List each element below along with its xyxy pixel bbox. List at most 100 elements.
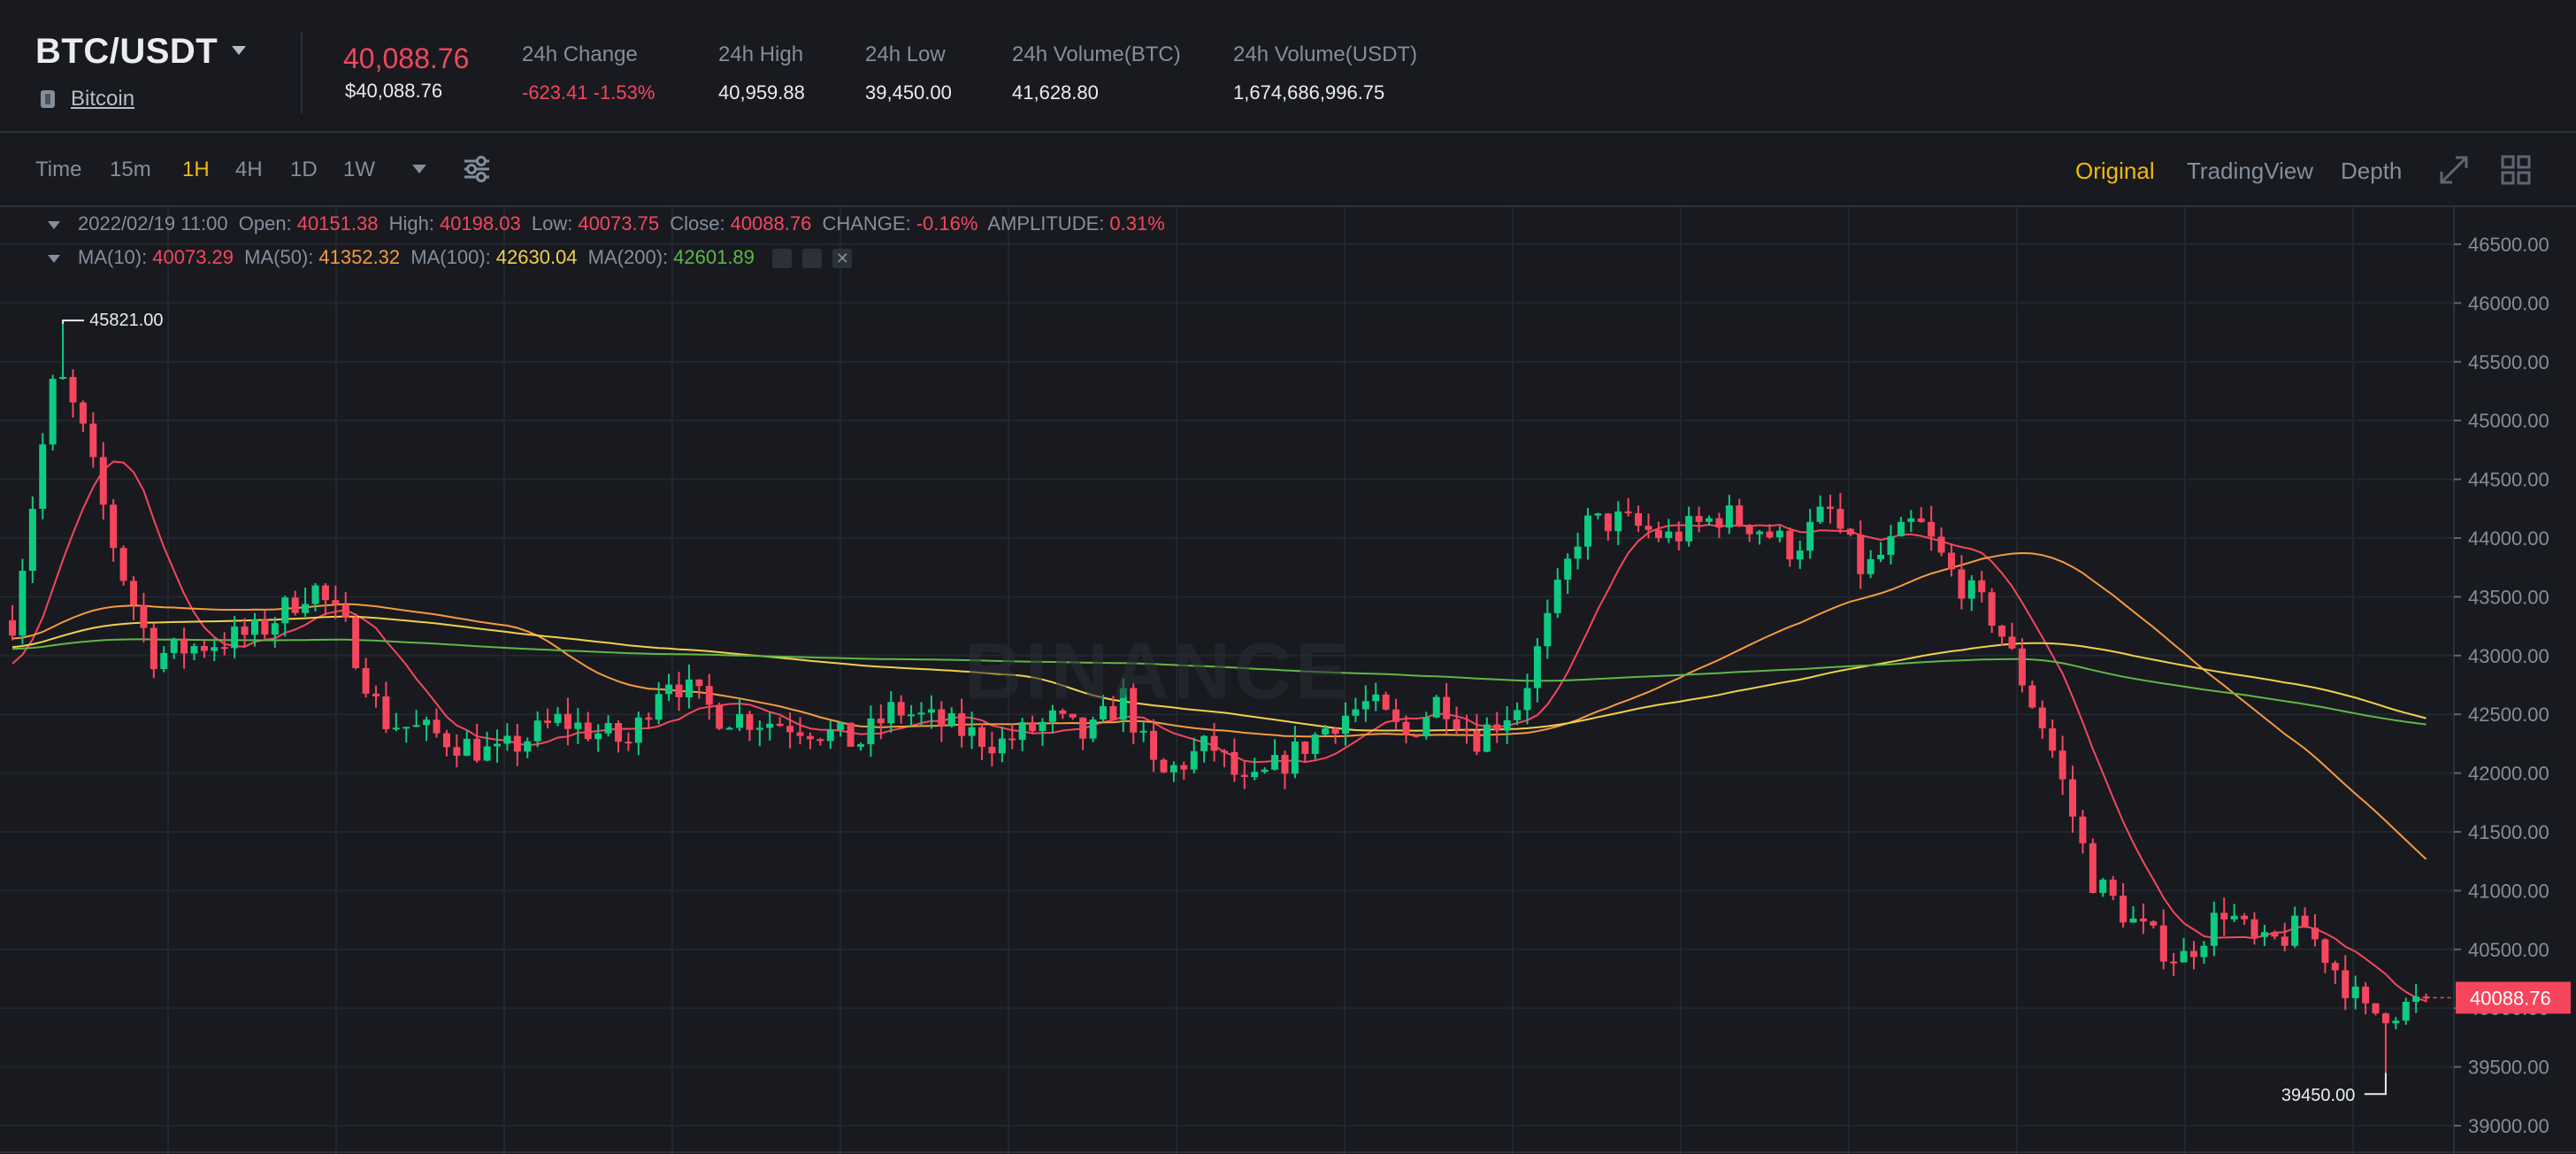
candle-body[interactable] (1453, 719, 1460, 730)
timeframe-1h[interactable]: 1H (182, 158, 210, 181)
candle-body[interactable] (1725, 505, 1733, 528)
candle-body[interactable] (79, 402, 87, 424)
candle-body[interactable] (281, 597, 289, 624)
candle-body[interactable] (786, 726, 794, 733)
candle-body[interactable] (1473, 730, 1481, 752)
candle-body[interactable] (2412, 996, 2420, 1002)
candle-body[interactable] (776, 723, 784, 727)
candle-body[interactable] (473, 738, 481, 761)
coin-name-link[interactable]: Bitcoin (71, 87, 135, 111)
timeframe-1w[interactable]: 1W (343, 158, 375, 181)
candle-body[interactable] (49, 379, 57, 445)
candle-body[interactable] (1200, 735, 1208, 751)
candle-body[interactable] (938, 709, 946, 727)
candle-body[interactable] (1958, 569, 1966, 599)
candle-body[interactable] (755, 727, 763, 730)
candle-body[interactable] (1261, 769, 1269, 773)
candle-body[interactable] (968, 727, 976, 736)
candle-body[interactable] (2291, 915, 2299, 946)
candle-body[interactable] (1008, 738, 1016, 741)
candle-body[interactable] (2392, 1020, 2400, 1024)
candle-body[interactable] (483, 746, 491, 761)
candle-body[interactable] (1574, 546, 1582, 559)
candle-body[interactable] (1230, 751, 1238, 775)
candle-body[interactable] (675, 684, 683, 697)
candle-body[interactable] (1402, 721, 1410, 735)
view-depth[interactable]: Depth (2341, 158, 2403, 184)
candle-body[interactable] (1301, 741, 1309, 754)
candle-body[interactable] (2281, 936, 2288, 946)
candle-body[interactable] (1392, 709, 1400, 722)
candle-body[interactable] (341, 604, 349, 618)
candle-body[interactable] (1281, 755, 1289, 774)
candle-body[interactable] (947, 712, 955, 727)
candle-body[interactable] (1361, 701, 1369, 710)
candle-body[interactable] (564, 713, 571, 729)
candle-body[interactable] (412, 725, 420, 727)
candle-body[interactable] (877, 718, 885, 724)
candle-body[interactable] (1846, 528, 1854, 535)
candle-body[interactable] (271, 623, 279, 635)
candle-body[interactable] (1715, 518, 1723, 528)
view-original[interactable]: Original (2075, 158, 2155, 184)
candle-body[interactable] (1271, 755, 1279, 770)
candle-body[interactable] (1139, 730, 1147, 733)
ma-visibility-icon[interactable] (772, 249, 793, 269)
candle-body[interactable] (746, 713, 754, 730)
candle-body[interactable] (170, 638, 178, 653)
candle-body[interactable] (2049, 728, 2057, 751)
timeframe-1d[interactable]: 1D (290, 158, 318, 181)
candle-body[interactable] (917, 712, 925, 715)
candle-body[interactable] (685, 679, 693, 697)
candle-body[interactable] (1917, 518, 1925, 522)
candle-body[interactable] (1756, 531, 1764, 535)
candle-body[interactable] (1988, 592, 1996, 626)
candle-body[interactable] (99, 457, 107, 505)
candle-body[interactable] (2271, 932, 2279, 937)
candle-body[interactable] (897, 702, 905, 716)
candle-body[interactable] (2220, 912, 2228, 919)
candle-body[interactable] (2109, 879, 2117, 896)
candle-body[interactable] (2200, 945, 2208, 958)
candle-body[interactable] (1322, 728, 1330, 735)
candle-body[interactable] (110, 504, 118, 549)
candle-body[interactable] (130, 581, 137, 605)
candle-body[interactable] (2159, 925, 2167, 962)
candle-body[interactable] (1311, 734, 1319, 754)
candle-body[interactable] (1736, 505, 1744, 526)
candle-body[interactable] (2058, 750, 2066, 780)
candle-body[interactable] (1594, 513, 1602, 516)
candle-body[interactable] (1685, 516, 1693, 542)
candle-body[interactable] (1614, 511, 1622, 532)
candle-body[interactable] (2351, 986, 2359, 998)
candle-body[interactable] (1786, 530, 1794, 560)
candle-body[interactable] (352, 617, 360, 669)
candle-body[interactable] (2342, 970, 2350, 998)
candle-body[interactable] (1584, 515, 1591, 547)
candle-body[interactable] (311, 585, 319, 604)
candle-body[interactable] (887, 702, 895, 724)
candle-body[interactable] (433, 719, 441, 734)
candle-body[interactable] (321, 585, 329, 601)
candle-body[interactable] (2139, 918, 2147, 922)
ma-close-icon[interactable]: ✕ (832, 249, 853, 269)
candle-body[interactable] (150, 627, 157, 669)
indicator-settings-icon[interactable] (462, 154, 492, 184)
candle-body[interactable] (2230, 915, 2238, 919)
candle-body[interactable] (2120, 896, 2128, 923)
candle-body[interactable] (513, 735, 521, 752)
candle-body[interactable] (958, 712, 966, 736)
candle-body[interactable] (2260, 932, 2268, 937)
candle-body[interactable] (574, 722, 582, 729)
candle-body[interactable] (1048, 710, 1056, 722)
candle-body[interactable] (1907, 518, 1915, 522)
candle-body[interactable] (1190, 750, 1198, 770)
candle-body[interactable] (594, 733, 602, 740)
candle-body[interactable] (2362, 986, 2370, 1004)
candle-body[interactable] (1150, 730, 1158, 760)
candle-body[interactable] (89, 423, 97, 458)
timeframe-4h[interactable]: 4H (235, 158, 263, 181)
candle-body[interactable] (716, 704, 724, 729)
candle-body[interactable] (544, 720, 552, 723)
candle-body[interactable] (494, 743, 501, 747)
